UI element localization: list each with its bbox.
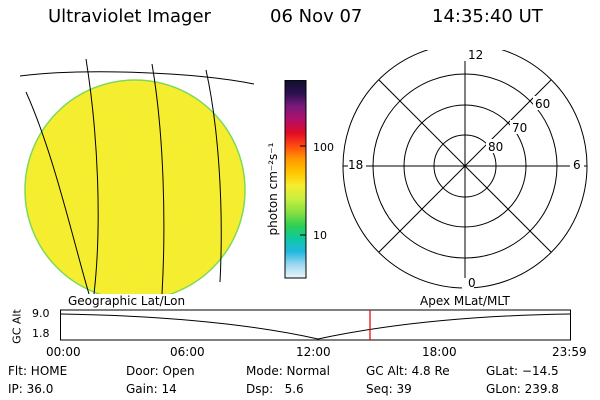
disk-limb: [24, 79, 246, 294]
mlat-label-60: 60: [535, 97, 550, 111]
uv-image-panel: [19, 58, 255, 294]
status-gc-alt: GC Alt: 4.8 Re: [366, 364, 450, 378]
status-dsp: Dsp: 5.6: [246, 382, 304, 396]
altitude-timeline: [60, 309, 571, 341]
status-glat: GLat: −14.5: [486, 364, 559, 378]
timeline-xtick-0600: 06:00: [170, 345, 205, 359]
time-label: 14:35:40 UT: [432, 6, 543, 27]
timeline-xtick-1800: 18:00: [422, 345, 457, 359]
mlt-label-18: 18: [348, 158, 363, 172]
colorbar-tick-100: 100: [313, 141, 334, 154]
mlt-label-12: 12: [468, 50, 483, 62]
colorbar: [284, 80, 307, 279]
altitude-curve: [60, 313, 571, 340]
mlat-label-70: 70: [512, 121, 527, 135]
timeline-xtick-2359: 23:59: [552, 345, 587, 359]
mlt-label-6: 6: [573, 158, 581, 172]
polar-plot: 12 18 6 0 60 70 80: [342, 50, 588, 290]
status-glon: GLon: 239.8: [486, 382, 559, 396]
colorbar-tick-10: 10: [313, 229, 327, 242]
timeline-xtick-1200: 12:00: [296, 345, 331, 359]
status-seq: Seq: 39: [366, 382, 412, 396]
timeline-ylabel: GC Alt: [10, 309, 24, 344]
geographic-grid: [19, 58, 255, 294]
status-gain: Gain: 14: [126, 382, 177, 396]
timeline-xtick-0000: 00:00: [46, 345, 81, 359]
status-flight: Flt: HOME: [8, 364, 68, 378]
status-ip: IP: 36.0: [8, 382, 54, 396]
status-door: Door: Open: [126, 364, 195, 378]
image-caption: Geographic Lat/Lon: [68, 294, 186, 308]
timeline-ytick-low: 1.8: [32, 327, 50, 340]
colorbar-scale: [284, 80, 307, 279]
date-label: 06 Nov 07: [270, 6, 363, 27]
instrument-title: Ultraviolet Imager: [48, 6, 211, 27]
status-mode: Mode: Normal: [246, 364, 330, 378]
mlat-label-80: 80: [488, 140, 503, 154]
mlt-label-0: 0: [468, 276, 476, 290]
colorbar-label: photon cm⁻²s⁻¹: [266, 142, 280, 236]
polar-caption: Apex MLat/MLT: [420, 294, 510, 308]
timeline-ytick-high: 9.0: [32, 307, 50, 320]
